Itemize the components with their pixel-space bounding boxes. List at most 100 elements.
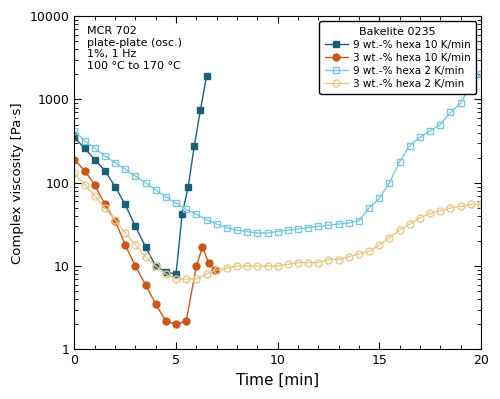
9 wt.-% hexa 2 K/min <box>285 228 291 233</box>
9 wt.-% hexa 2 K/min <box>183 207 189 212</box>
9 wt.-% hexa 2 K/min <box>122 167 128 172</box>
Line: 3 wt.-% hexa 2 K/min: 3 wt.-% hexa 2 K/min <box>71 170 484 282</box>
3 wt.-% hexa 10 K/min <box>112 218 118 223</box>
9 wt.-% hexa 10 K/min <box>198 107 203 112</box>
9 wt.-% hexa 2 K/min <box>92 146 98 150</box>
3 wt.-% hexa 10 K/min <box>142 282 148 287</box>
3 wt.-% hexa 2 K/min <box>366 249 372 254</box>
9 wt.-% hexa 2 K/min <box>234 228 240 233</box>
9 wt.-% hexa 10 K/min <box>163 270 169 275</box>
9 wt.-% hexa 2 K/min <box>72 128 78 133</box>
3 wt.-% hexa 10 K/min <box>122 243 128 247</box>
3 wt.-% hexa 2 K/min <box>326 257 332 262</box>
9 wt.-% hexa 2 K/min <box>407 143 413 148</box>
9 wt.-% hexa 10 K/min <box>82 146 87 150</box>
3 wt.-% hexa 10 K/min <box>72 157 78 162</box>
3 wt.-% hexa 10 K/min <box>92 182 98 187</box>
3 wt.-% hexa 2 K/min <box>305 260 311 265</box>
9 wt.-% hexa 2 K/min <box>214 221 220 226</box>
3 wt.-% hexa 2 K/min <box>346 254 352 259</box>
9 wt.-% hexa 2 K/min <box>102 154 108 158</box>
3 wt.-% hexa 2 K/min <box>163 272 169 277</box>
3 wt.-% hexa 2 K/min <box>274 264 280 269</box>
3 wt.-% hexa 2 K/min <box>224 266 230 271</box>
3 wt.-% hexa 2 K/min <box>214 268 220 273</box>
3 wt.-% hexa 2 K/min <box>295 260 301 265</box>
3 wt.-% hexa 2 K/min <box>478 202 484 207</box>
9 wt.-% hexa 2 K/min <box>366 205 372 210</box>
3 wt.-% hexa 2 K/min <box>152 264 158 269</box>
9 wt.-% hexa 2 K/min <box>448 110 454 115</box>
3 wt.-% hexa 2 K/min <box>112 217 118 222</box>
9 wt.-% hexa 10 K/min <box>102 168 108 173</box>
3 wt.-% hexa 2 K/min <box>204 272 210 277</box>
3 wt.-% hexa 2 K/min <box>244 264 250 269</box>
3 wt.-% hexa 2 K/min <box>417 215 423 220</box>
Line: 9 wt.-% hexa 10 K/min: 9 wt.-% hexa 10 K/min <box>71 73 210 278</box>
3 wt.-% hexa 2 K/min <box>92 193 98 198</box>
9 wt.-% hexa 2 K/min <box>132 174 138 179</box>
3 wt.-% hexa 2 K/min <box>427 211 433 216</box>
3 wt.-% hexa 2 K/min <box>234 264 240 269</box>
9 wt.-% hexa 2 K/min <box>396 159 402 164</box>
3 wt.-% hexa 2 K/min <box>448 205 454 210</box>
3 wt.-% hexa 2 K/min <box>458 204 464 209</box>
3 wt.-% hexa 2 K/min <box>72 171 78 176</box>
9 wt.-% hexa 2 K/min <box>152 188 158 192</box>
3 wt.-% hexa 2 K/min <box>386 235 392 240</box>
3 wt.-% hexa 2 K/min <box>173 277 179 281</box>
9 wt.-% hexa 10 K/min <box>179 212 185 217</box>
Text: MCR 702
plate-plate (osc.)
1%, 1 Hz
100 °C to 170 °C: MCR 702 plate-plate (osc.) 1%, 1 Hz 100 … <box>86 26 182 71</box>
9 wt.-% hexa 10 K/min <box>204 74 210 79</box>
3 wt.-% hexa 2 K/min <box>132 243 138 247</box>
9 wt.-% hexa 2 K/min <box>82 138 87 143</box>
9 wt.-% hexa 2 K/min <box>316 224 322 229</box>
3 wt.-% hexa 2 K/min <box>82 182 87 187</box>
9 wt.-% hexa 10 K/min <box>72 135 78 140</box>
9 wt.-% hexa 2 K/min <box>204 217 210 222</box>
3 wt.-% hexa 2 K/min <box>356 251 362 256</box>
9 wt.-% hexa 2 K/min <box>386 180 392 185</box>
3 wt.-% hexa 2 K/min <box>396 228 402 233</box>
9 wt.-% hexa 10 K/min <box>185 184 191 189</box>
9 wt.-% hexa 10 K/min <box>192 143 198 148</box>
9 wt.-% hexa 2 K/min <box>336 221 342 226</box>
9 wt.-% hexa 2 K/min <box>468 82 474 87</box>
3 wt.-% hexa 10 K/min <box>200 245 205 249</box>
3 wt.-% hexa 10 K/min <box>152 302 158 306</box>
3 wt.-% hexa 10 K/min <box>82 168 87 173</box>
9 wt.-% hexa 2 K/min <box>376 196 382 201</box>
9 wt.-% hexa 2 K/min <box>274 229 280 234</box>
3 wt.-% hexa 2 K/min <box>285 262 291 267</box>
X-axis label: Time [min]: Time [min] <box>236 373 319 388</box>
3 wt.-% hexa 10 K/min <box>132 264 138 269</box>
9 wt.-% hexa 10 K/min <box>122 202 128 207</box>
9 wt.-% hexa 2 K/min <box>194 212 200 217</box>
9 wt.-% hexa 2 K/min <box>163 194 169 199</box>
9 wt.-% hexa 2 K/min <box>356 218 362 223</box>
9 wt.-% hexa 2 K/min <box>427 128 433 133</box>
3 wt.-% hexa 2 K/min <box>122 231 128 235</box>
9 wt.-% hexa 2 K/min <box>224 225 230 230</box>
3 wt.-% hexa 2 K/min <box>316 260 322 265</box>
9 wt.-% hexa 10 K/min <box>112 184 118 189</box>
3 wt.-% hexa 2 K/min <box>142 254 148 259</box>
3 wt.-% hexa 2 K/min <box>194 277 200 281</box>
3 wt.-% hexa 2 K/min <box>468 202 474 207</box>
9 wt.-% hexa 2 K/min <box>254 231 260 235</box>
9 wt.-% hexa 2 K/min <box>417 135 423 140</box>
3 wt.-% hexa 2 K/min <box>102 205 108 210</box>
9 wt.-% hexa 10 K/min <box>92 157 98 162</box>
3 wt.-% hexa 10 K/min <box>194 264 200 269</box>
Y-axis label: Complex viscosity [Pa·s]: Complex viscosity [Pa·s] <box>11 102 24 264</box>
Legend: 9 wt.-% hexa 10 K/min, 3 wt.-% hexa 10 K/min, 9 wt.-% hexa 2 K/min, 3 wt.-% hexa: 9 wt.-% hexa 10 K/min, 3 wt.-% hexa 10 K… <box>320 21 476 94</box>
3 wt.-% hexa 10 K/min <box>173 322 179 327</box>
9 wt.-% hexa 10 K/min <box>173 272 179 277</box>
9 wt.-% hexa 2 K/min <box>346 221 352 225</box>
3 wt.-% hexa 2 K/min <box>438 209 444 213</box>
9 wt.-% hexa 2 K/min <box>295 227 301 231</box>
Line: 3 wt.-% hexa 10 K/min: 3 wt.-% hexa 10 K/min <box>71 156 218 328</box>
9 wt.-% hexa 10 K/min <box>132 224 138 229</box>
3 wt.-% hexa 2 K/min <box>183 277 189 281</box>
3 wt.-% hexa 2 K/min <box>407 221 413 226</box>
